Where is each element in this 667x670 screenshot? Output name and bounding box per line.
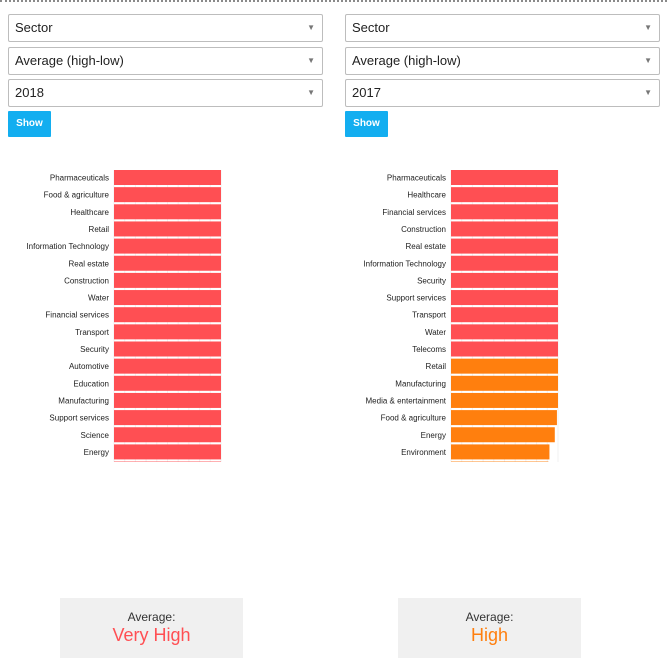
bar-telecoms [451, 341, 558, 357]
category-label-environment: Environment [401, 448, 447, 457]
year-select-value: 2017 [352, 85, 381, 100]
bar-manufacturing [114, 392, 221, 408]
category-label-construction: Construction [401, 225, 446, 234]
category-label-media-and-entertainment: Media & entertainment [366, 396, 447, 405]
show-button[interactable]: Show [345, 111, 388, 137]
comparison-panel-left: Sector ▼ Average (high-low) ▼ 2018 ▼ Sho… [8, 14, 323, 664]
category-label-transport: Transport [412, 311, 447, 320]
category-label-financial-services: Financial services [45, 311, 109, 320]
category-label-manufacturing: Manufacturing [395, 379, 446, 388]
bar-construction [114, 272, 221, 288]
category-label-financial-services: Financial services [382, 208, 446, 217]
bar-water [114, 290, 221, 306]
bar-transport [451, 307, 558, 323]
bar-environment [451, 444, 550, 460]
category-label-security: Security [80, 345, 109, 354]
category-label-education: Education [73, 379, 109, 388]
category-label-manufacturing: Manufacturing [58, 396, 109, 405]
group-select[interactable]: Sector ▼ [345, 14, 660, 42]
category-label-support-services: Support services [49, 414, 109, 423]
group-select-value: Sector [15, 20, 53, 35]
group-select[interactable]: Sector ▼ [8, 14, 323, 42]
bar-real-estate [451, 238, 558, 254]
average-label: Average: [127, 610, 176, 624]
bar-manufacturing [451, 375, 558, 391]
bar-real-estate [114, 255, 221, 271]
sector-risk-bar-chart: Pharmaceuticals Healthcare Financial servi… [363, 170, 559, 462]
sort-select[interactable]: Average (high-low) ▼ [8, 47, 323, 75]
year-select-value: 2018 [15, 85, 44, 100]
category-label-real-estate: Real estate [406, 242, 447, 251]
bar-science [114, 427, 221, 443]
bar-education [114, 375, 221, 391]
average-value: High [470, 625, 509, 645]
bar-security [451, 272, 558, 288]
bar-healthcare [451, 187, 558, 203]
category-label-information-technology: Information Technology [363, 259, 446, 268]
group-select-value: Sector [352, 20, 390, 35]
category-label-food-and-agriculture: Food & agriculture [44, 191, 110, 200]
bar-water [451, 324, 558, 340]
bar-retail [114, 221, 221, 237]
category-label-pharmaceuticals: Pharmaceuticals [387, 174, 446, 183]
top-dotted-divider [0, 0, 667, 2]
sort-select-value: Average (high-low) [15, 53, 124, 68]
bar-pharmaceuticals [451, 170, 558, 185]
category-label-science: Science [81, 431, 110, 440]
category-label-real-estate: Real estate [69, 259, 110, 268]
dropdown-caret-icon: ▼ [307, 23, 315, 32]
bar-pharmaceuticals [114, 170, 221, 185]
category-label-energy: Energy [84, 448, 109, 457]
average-value: Very High [112, 625, 191, 645]
bar-transport [114, 324, 221, 340]
year-select[interactable]: 2018 ▼ [8, 79, 323, 107]
category-label-information-technology: Information Technology [26, 242, 109, 251]
bar-security [114, 341, 221, 357]
category-label-energy: Energy [421, 431, 446, 440]
bar-information-technology [451, 255, 558, 271]
dropdown-caret-icon: ▼ [307, 88, 315, 97]
comparison-panel-right: Sector ▼ Average (high-low) ▼ 2017 ▼ Sho… [345, 14, 660, 664]
category-label-retail: Retail [89, 225, 110, 234]
bar-automotive [114, 358, 221, 374]
bar-retail [451, 358, 558, 374]
average-summary-box: Average: Very High [60, 598, 243, 658]
show-button[interactable]: Show [8, 111, 51, 137]
category-label-water: Water [88, 294, 109, 303]
bar-food-and-agriculture [451, 410, 557, 426]
sector-risk-bar-chart: Pharmaceuticals Food & agriculture Healthc… [26, 170, 222, 462]
category-label-food-and-agriculture: Food & agriculture [381, 414, 447, 423]
average-label: Average: [465, 610, 514, 624]
dropdown-caret-icon: ▼ [644, 88, 652, 97]
category-label-water: Water [425, 328, 446, 337]
bar-food-and-agriculture [114, 187, 221, 203]
bar-healthcare [114, 204, 221, 220]
category-label-pharmaceuticals: Pharmaceuticals [50, 174, 109, 183]
dropdown-caret-icon: ▼ [307, 56, 315, 65]
dropdown-caret-icon: ▼ [644, 56, 652, 65]
category-label-retail: Retail [426, 362, 447, 371]
sort-select-value: Average (high-low) [352, 53, 461, 68]
category-label-automotive: Automotive [69, 362, 110, 371]
bar-support-services [451, 290, 558, 306]
category-label-support-services: Support services [386, 294, 446, 303]
average-summary-box: Average: High [398, 598, 581, 658]
bar-financial-services [114, 307, 221, 323]
category-label-healthcare: Healthcare [70, 208, 109, 217]
category-label-construction: Construction [64, 276, 109, 285]
bar-energy [451, 427, 555, 443]
year-select[interactable]: 2017 ▼ [345, 79, 660, 107]
bar-support-services [114, 410, 221, 426]
bar-energy [114, 444, 221, 460]
category-label-security: Security [417, 276, 446, 285]
category-label-transport: Transport [75, 328, 110, 337]
bar-construction [451, 221, 558, 237]
bar-information-technology [114, 238, 221, 254]
category-label-telecoms: Telecoms [412, 345, 446, 354]
bar-financial-services [451, 204, 558, 220]
category-label-healthcare: Healthcare [407, 191, 446, 200]
sort-select[interactable]: Average (high-low) ▼ [345, 47, 660, 75]
dropdown-caret-icon: ▼ [644, 23, 652, 32]
bar-media-and-entertainment [451, 392, 558, 408]
